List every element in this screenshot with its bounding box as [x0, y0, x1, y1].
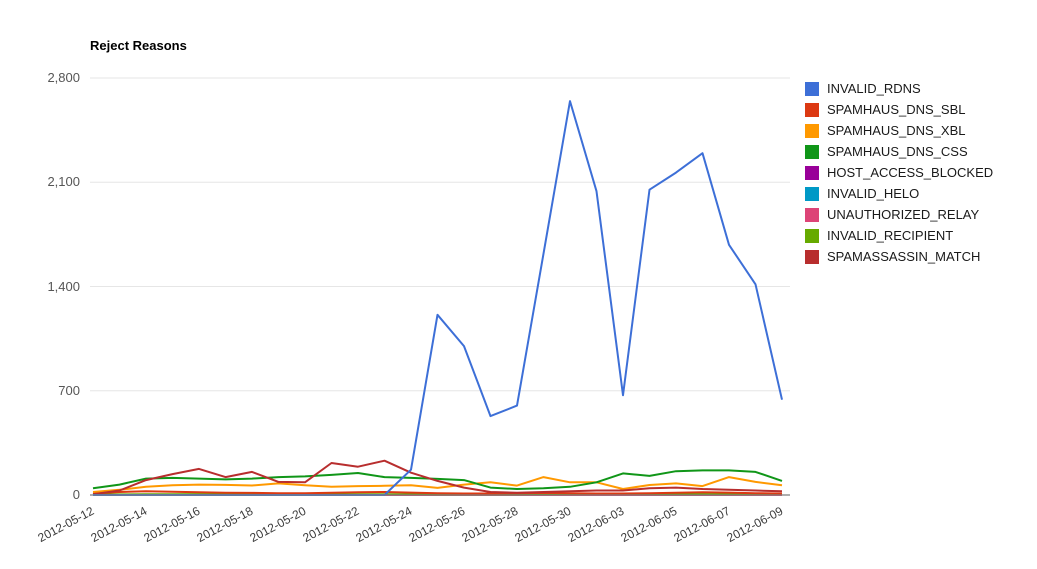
- legend-item: INVALID_RDNS: [805, 78, 993, 99]
- legend-label: UNAUTHORIZED_RELAY: [827, 207, 980, 222]
- legend-swatch: [805, 249, 819, 264]
- legend-label: SPAMHAUS_DNS_SBL: [827, 102, 966, 117]
- series-line-spamhaus_dns_xbl: [92, 476, 783, 493]
- legend-item: INVALID_HELO: [805, 183, 993, 204]
- legend: INVALID_RDNS SPAMHAUS_DNS_SBL SPAMHAUS_DNS…: [805, 78, 993, 267]
- legend-swatch: [805, 123, 819, 138]
- legend-label: SPAMASSASSIN_MATCH: [827, 249, 981, 264]
- legend-item: SPAMHAUS_DNS_CSS: [805, 141, 993, 162]
- legend-swatch: [805, 102, 819, 117]
- y-axis-label: 1,400: [47, 278, 80, 294]
- legend-label: INVALID_RECIPIENT: [827, 228, 954, 243]
- legend-swatch: [805, 228, 819, 243]
- legend-swatch: [805, 81, 819, 96]
- legend-swatch: [805, 186, 819, 201]
- series-line-invalid_rdns: [93, 100, 783, 496]
- y-axis-label: 700: [58, 382, 80, 398]
- y-axis-label: 2,100: [47, 174, 80, 190]
- y-axis-label: 2,800: [47, 70, 80, 85]
- chart-title: Reject Reasons: [90, 38, 187, 53]
- legend-swatch: [805, 144, 819, 159]
- series-line-spamhaus_dns_css: [92, 469, 783, 490]
- legend-item: INVALID_RECIPIENT: [805, 225, 993, 246]
- series-line-spamhaus_dns_sbl: [92, 490, 783, 495]
- legend-label: SPAMHAUS_DNS_XBL: [827, 123, 966, 138]
- legend-label: INVALID_RDNS: [827, 81, 921, 96]
- legend-item: HOST_ACCESS_BLOCKED: [805, 162, 993, 183]
- legend-item: SPAMHAUS_DNS_SBL: [805, 99, 993, 120]
- legend-label: HOST_ACCESS_BLOCKED: [827, 165, 994, 180]
- series-line-spamassassin_match: [92, 459, 783, 496]
- legend-label: SPAMHAUS_DNS_CSS: [827, 144, 968, 159]
- legend-swatch: [805, 165, 819, 180]
- legend-swatch: [805, 207, 819, 222]
- legend-label: INVALID_HELO: [827, 186, 920, 201]
- legend-item: UNAUTHORIZED_RELAY: [805, 204, 993, 225]
- y-axis-label: 0: [72, 487, 80, 502]
- legend-item: SPAMASSASSIN_MATCH: [805, 246, 993, 267]
- legend-item: SPAMHAUS_DNS_XBL: [805, 120, 993, 141]
